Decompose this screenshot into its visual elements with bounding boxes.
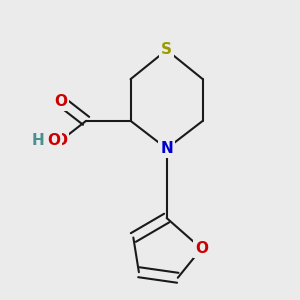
- Text: N: N: [160, 141, 173, 156]
- Text: O: O: [55, 94, 68, 109]
- Text: O: O: [195, 241, 208, 256]
- Text: O: O: [47, 133, 60, 148]
- Text: H: H: [31, 133, 44, 148]
- Text: O: O: [55, 133, 68, 148]
- Text: S: S: [161, 43, 172, 58]
